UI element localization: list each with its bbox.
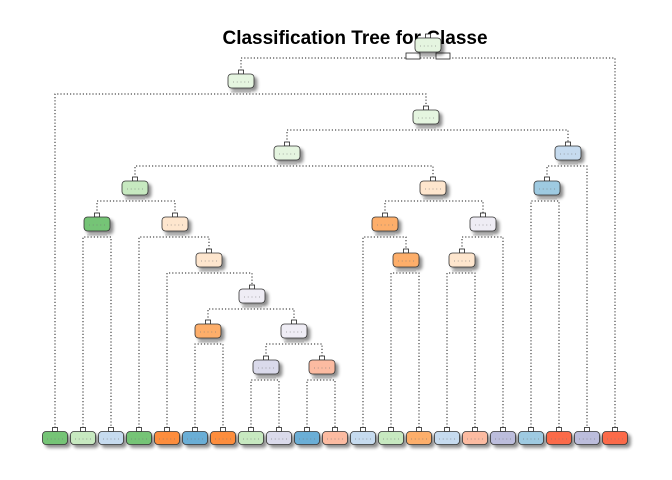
leaf-node-8	[266, 427, 292, 445]
tree-edge-n2	[54, 93, 427, 431]
tree-node-n11	[371, 212, 399, 232]
tree-node-n12	[469, 212, 497, 232]
tree-node-n20	[308, 355, 336, 375]
tree-node-n4	[273, 141, 301, 161]
tree-edge-n5	[546, 165, 588, 431]
tree-edge-n12	[461, 236, 504, 431]
tree-edge-n18	[265, 343, 323, 360]
leaf-node-17	[518, 427, 544, 445]
tree-node-n13	[195, 248, 223, 268]
tree-node-n16	[238, 284, 266, 304]
leaf-node-18	[546, 427, 572, 445]
no-box	[435, 52, 451, 60]
tree-node-n9	[83, 212, 111, 232]
leaf-node-4	[154, 427, 180, 445]
leaf-node-12	[378, 427, 404, 445]
leaf-node-13	[406, 427, 432, 445]
leaf-node-0	[42, 427, 68, 445]
leaf-node-14	[434, 427, 460, 445]
tree-node-n1	[414, 33, 442, 53]
leaf-node-1	[70, 427, 96, 445]
tree-node-n6	[121, 176, 149, 196]
tree-edge-n3	[286, 129, 569, 146]
leaf-node-2	[98, 427, 124, 445]
yes-box	[405, 52, 421, 60]
tree-edge-n14	[390, 272, 420, 431]
tree-edge-n19	[250, 379, 280, 431]
leaf-node-15	[462, 427, 488, 445]
tree-nodes	[42, 33, 628, 445]
tree-node-n5	[554, 141, 582, 161]
tree-edge-n10	[138, 236, 210, 431]
leaf-node-9	[294, 427, 320, 445]
leaf-node-10	[322, 427, 348, 445]
tree-edge-n15	[446, 272, 476, 431]
tree-node-n19	[252, 355, 280, 375]
tree-edges	[54, 55, 616, 431]
leaf-node-6	[210, 427, 236, 445]
tree-node-n7	[419, 176, 447, 196]
leaf-node-20	[602, 427, 628, 445]
tree-node-n2	[227, 69, 255, 89]
tree-edge-n9	[82, 236, 112, 431]
leaf-node-3	[126, 427, 152, 445]
tree-node-n15	[448, 248, 476, 268]
tree-node-n18	[280, 319, 308, 339]
tree-node-n10	[161, 212, 189, 232]
leaf-node-16	[490, 427, 516, 445]
tree-edge-n20	[306, 379, 336, 431]
tree-edge-n8	[530, 200, 560, 431]
tree-edge-n4	[134, 165, 434, 181]
leaf-node-11	[350, 427, 376, 445]
tree-edge-n6	[96, 200, 176, 217]
leaf-node-5	[182, 427, 208, 445]
tree-edge-n11	[362, 236, 407, 431]
leaf-node-7	[238, 427, 264, 445]
tree-edge-n7	[384, 200, 484, 217]
tree-edge-n1	[240, 57, 616, 431]
tree-node-n14	[392, 248, 420, 268]
leaf-node-19	[574, 427, 600, 445]
tree-edge-n17	[194, 343, 224, 431]
tree-node-n3	[412, 105, 440, 125]
tree-edge-n16	[207, 308, 295, 324]
tree-node-n8	[533, 176, 561, 196]
tree-node-n17	[194, 319, 222, 339]
